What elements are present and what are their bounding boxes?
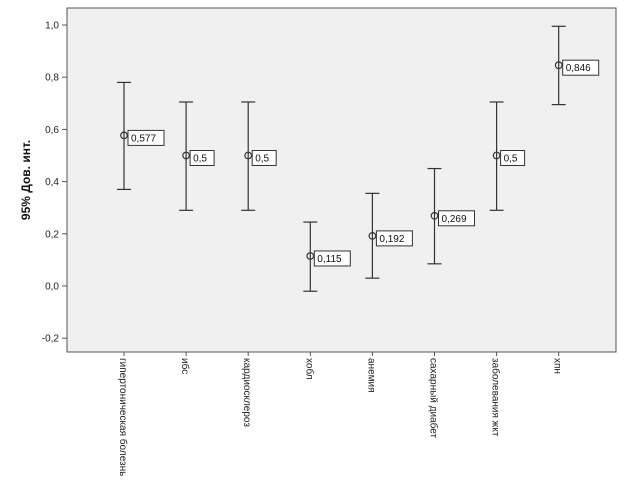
data-label: 0,5 — [251, 150, 277, 166]
data-label-box — [562, 59, 600, 76]
data-label: 0,5 — [500, 150, 526, 166]
data-label-box — [313, 250, 351, 267]
data-label-box — [500, 150, 526, 166]
mean-point — [306, 252, 315, 260]
data-label: 0,577 — [127, 129, 165, 146]
data-label-box — [189, 150, 215, 166]
mean-point — [182, 151, 191, 160]
x-category-label: гипертоническая болезнь — [117, 358, 129, 476]
data-label: 0,846 — [562, 59, 600, 76]
data-label-text: 0,192 — [379, 234, 404, 245]
data-labels: 0,577 0,5 0,5 0,115 0,192 0,269 0,5 0,846 — [127, 59, 600, 267]
data-label-text: 0,5 — [255, 154, 269, 165]
data-label-box — [251, 150, 277, 166]
x-category-label: кардиосклероз — [241, 358, 252, 427]
y-tick-label: 0,4 — [45, 177, 59, 188]
data-label: 0,192 — [375, 230, 413, 247]
data-label-text: 0,577 — [131, 133, 156, 144]
error-bars — [117, 25, 566, 292]
data-label-text: 0,115 — [317, 254, 342, 265]
y-tick-label: 0,8 — [45, 73, 59, 84]
mean-point — [430, 211, 439, 220]
data-label-box — [375, 230, 413, 247]
data-label: 0,269 — [438, 210, 475, 227]
y-tick-label: 0,2 — [45, 229, 59, 240]
y-tick-label: 0,0 — [45, 282, 59, 293]
y-axis-ticks: -0,2 0,0 0,2 0,4 0,6 0,8 1,0 — [42, 21, 67, 345]
mean-point — [492, 151, 501, 160]
y-tick-label: 0,6 — [45, 125, 59, 136]
mean-point — [554, 61, 563, 70]
data-label-text: 0,5 — [193, 154, 207, 165]
x-category-label: анемия — [365, 358, 376, 393]
y-tick-label: 1,0 — [45, 21, 59, 32]
y-tick-label: -0,2 — [42, 334, 60, 345]
data-label: 0,5 — [189, 150, 215, 166]
plot-area — [66, 7, 617, 353]
x-category-label: хпн — [552, 358, 563, 374]
data-label: 0,115 — [313, 250, 351, 267]
data-label-text: 0,5 — [504, 154, 518, 165]
data-label-text: 0,269 — [442, 214, 467, 225]
x-category-label: заболевания жкт — [490, 358, 502, 437]
x-category-label: ибс — [179, 358, 191, 374]
mean-point — [368, 231, 377, 240]
mean-point — [120, 131, 128, 140]
data-label-box — [438, 210, 475, 227]
x-category-label: хобл — [303, 358, 315, 380]
y-axis-label: 95% Дов. инт. — [19, 140, 33, 220]
x-axis-categories: гипертоническая болезнь ибс кардиосклероз х… — [117, 352, 563, 476]
mean-point — [244, 151, 253, 160]
data-label-text: 0,846 — [566, 63, 591, 74]
x-category-label: сахарный диабет — [428, 358, 440, 438]
data-label-box — [127, 129, 165, 146]
